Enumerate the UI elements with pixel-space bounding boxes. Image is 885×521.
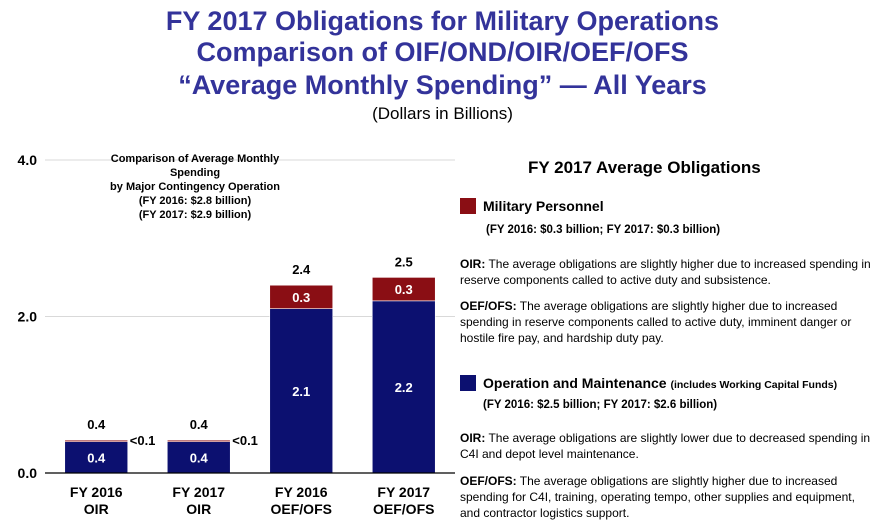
operation-maintenance-oef-text: OEF/OFS: The average obligations are sli…: [460, 473, 878, 521]
military-personnel-oir-text: OIR: The average obligations are slightl…: [460, 256, 878, 288]
bar-segment: [166, 441, 231, 474]
inset-line-2: by Major Contingency Operation: [110, 181, 280, 193]
x-tick-label: FY 2017: [377, 484, 430, 500]
military-personnel-title: Military Personnel: [483, 198, 604, 214]
chart-inset-note: Comparison of Average Monthly Spending b…: [85, 152, 305, 222]
oef-description: The average obligations are slightly hig…: [460, 474, 855, 520]
military-personnel-amounts: (FY 2016: $0.3 billion; FY 2017: $0.3 bi…: [486, 224, 721, 236]
bar-value-label: 2.2: [395, 380, 413, 395]
oir-description: The average obligations are slightly low…: [460, 431, 871, 461]
chart-subtitle: (Dollars in Billions): [372, 104, 513, 123]
x-tick-label: OIR: [84, 501, 109, 517]
oef-label: OEF/OFS:: [460, 474, 517, 488]
x-tick-label: FY 2016: [275, 484, 328, 500]
chart-title-line-2: Comparison of OIF/OND/OIR/OEF/OFS: [196, 37, 689, 67]
bar-segment: [269, 284, 334, 309]
bar-value-label: <0.1: [130, 433, 156, 448]
bar-segment: [269, 308, 334, 474]
panel-heading: FY 2017 Average Obligations: [528, 158, 761, 177]
inset-line-4: (FY 2017: $2.9 billion): [138, 209, 252, 221]
bar-value-label: 0.3: [395, 282, 413, 297]
chart-title-line-3: “Average Monthly Spending” — All Years: [178, 70, 707, 100]
x-tick-label: OEF/OFS: [373, 501, 434, 517]
bar-chart: 0.02.04.00.4<0.10.4FY 2016OIR0.4<0.10.4F…: [18, 152, 455, 517]
bar-segment: [166, 439, 231, 443]
x-tick-label: FY 2017: [172, 484, 225, 500]
bar-value-label: 2.1: [292, 384, 310, 399]
oef-description: The average obligations are slightly hig…: [460, 299, 852, 345]
y-tick-label: 4.0: [18, 152, 38, 168]
operation-maintenance-title-row: Operation and Maintenance (includes Work…: [483, 375, 837, 391]
x-tick-label: OEF/OFS: [271, 501, 332, 517]
y-tick-label: 0.0: [18, 465, 38, 481]
operation-maintenance-oir-text: OIR: The average obligations are slightl…: [460, 430, 878, 462]
bar-total-label: 2.4: [292, 262, 311, 277]
bar-total-label: 2.5: [395, 254, 413, 269]
oef-label: OEF/OFS:: [460, 299, 517, 313]
military-personnel-oef-text: OEF/OFS: The average obligations are sli…: [460, 298, 878, 346]
bar-total-label: 0.4: [190, 417, 209, 432]
oir-description: The average obligations are slightly hig…: [460, 257, 871, 287]
operation-maintenance-swatch: [460, 375, 476, 391]
bar-segment: [64, 439, 129, 443]
operation-maintenance-amounts: (FY 2016: $2.5 billion; FY 2017: $2.6 bi…: [483, 399, 718, 411]
bar-value-label: 0.3: [292, 290, 310, 305]
bar-segment: [371, 300, 436, 474]
oir-label: OIR:: [460, 431, 486, 445]
operation-maintenance-title: Operation and Maintenance: [483, 375, 667, 391]
chart-title-line-1: FY 2017 Obligations for Military Operati…: [165, 6, 720, 36]
x-tick-label: FY 2016: [70, 484, 123, 500]
military-personnel-swatch: [460, 198, 476, 214]
bar-total-label: 0.4: [87, 417, 106, 432]
inset-line-3: (FY 2016: $2.8 billion): [138, 195, 252, 207]
inset-line-1: Comparison of Average Monthly Spending: [110, 153, 280, 179]
bar-value-label: 0.4: [87, 450, 106, 465]
bar-value-label: 0.4: [190, 450, 209, 465]
bar-segment: [371, 277, 436, 302]
x-tick-label: OIR: [186, 501, 211, 517]
y-tick-label: 2.0: [18, 309, 38, 325]
oir-label: OIR:: [460, 257, 486, 271]
operation-maintenance-note: (includes Working Capital Funds): [670, 379, 838, 391]
bar-value-label: <0.1: [232, 433, 258, 448]
